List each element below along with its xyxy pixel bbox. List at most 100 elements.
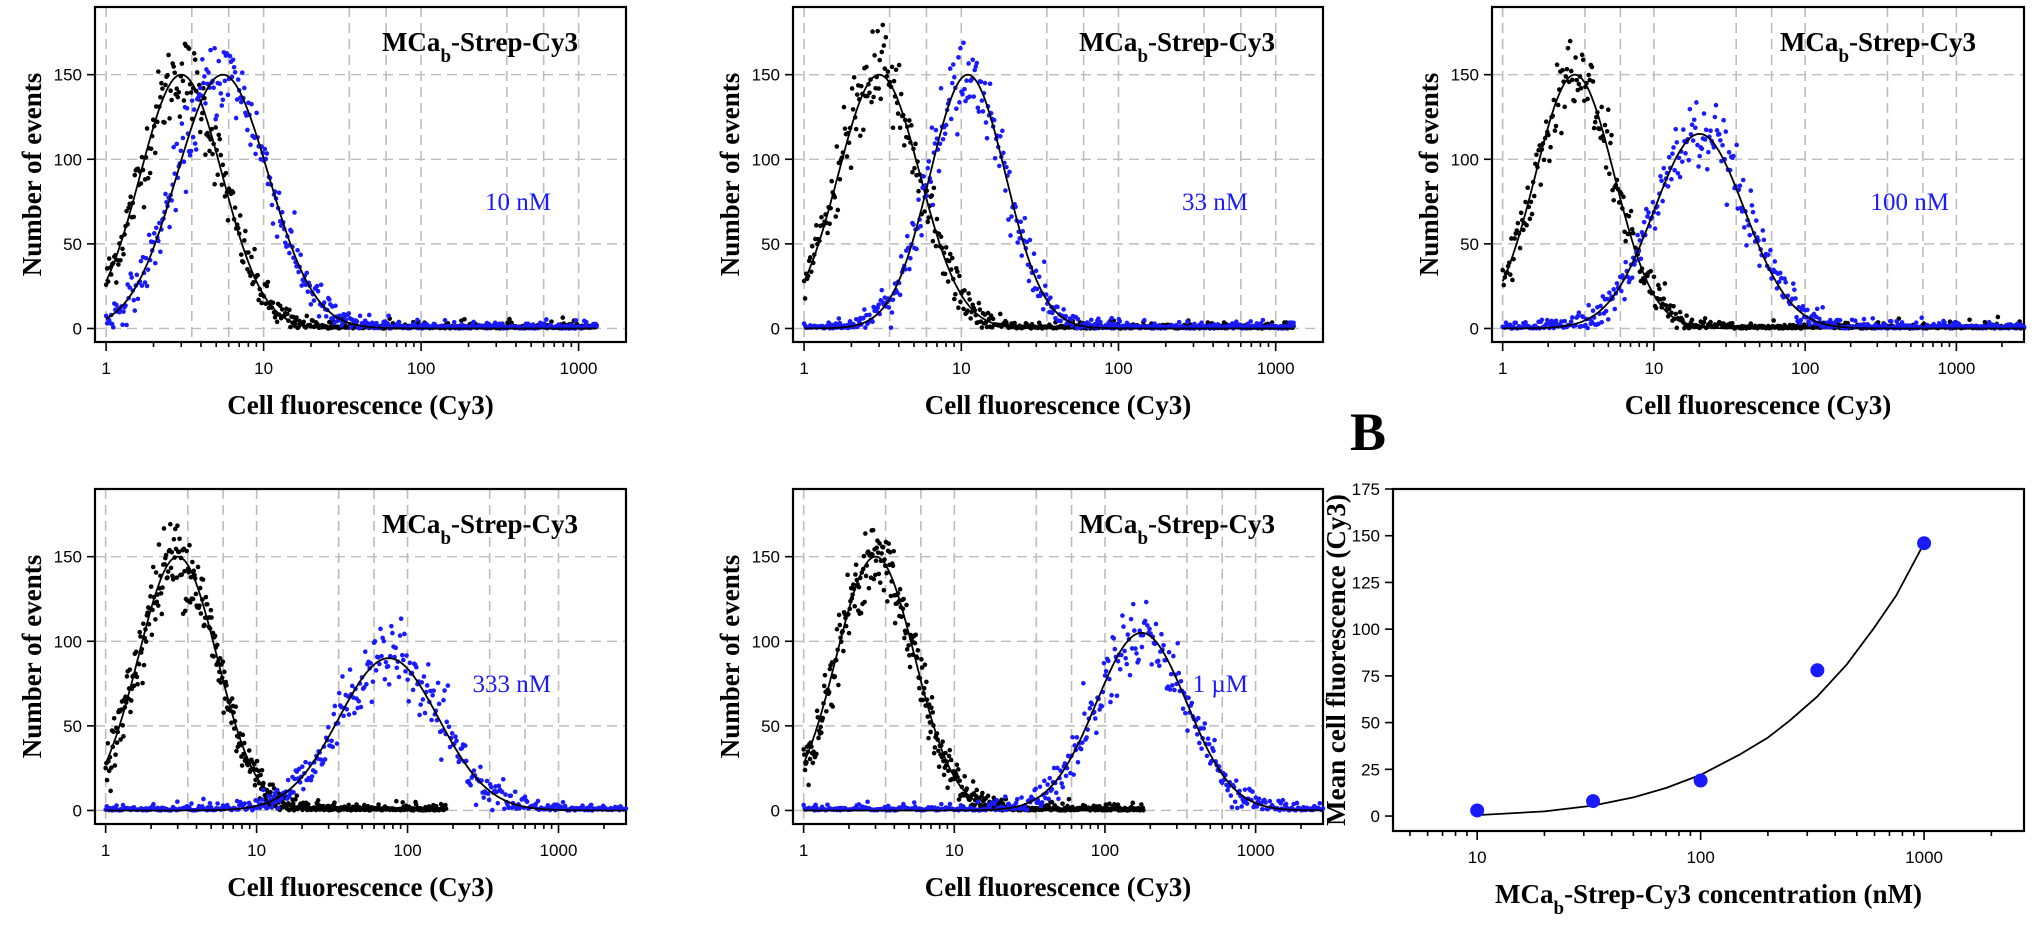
data-point <box>376 802 381 807</box>
data-point <box>911 800 917 805</box>
data-point <box>252 782 258 788</box>
data-point <box>1033 268 1039 274</box>
data-point <box>1757 263 1762 269</box>
data-point <box>814 708 820 714</box>
data-point <box>877 580 883 585</box>
data-point <box>1744 243 1749 248</box>
data-point <box>156 69 161 74</box>
data-point <box>1554 62 1560 68</box>
data-point <box>1761 237 1767 243</box>
data-point <box>930 202 936 208</box>
data-point <box>139 154 145 160</box>
data-point <box>1003 188 1008 193</box>
data-point <box>1603 308 1609 314</box>
data-point <box>922 209 927 214</box>
data-point <box>199 116 204 122</box>
data-point <box>1739 209 1745 214</box>
data-point <box>1673 126 1679 132</box>
data-point <box>1564 66 1570 72</box>
data-point <box>1123 655 1128 661</box>
data-point <box>912 165 917 171</box>
data-point <box>191 107 197 112</box>
data-point <box>929 193 935 198</box>
data-point <box>471 319 476 325</box>
data-point <box>1078 746 1084 752</box>
data-point <box>907 118 912 123</box>
data-point <box>151 801 156 807</box>
data-point <box>145 175 151 181</box>
data-point <box>1130 800 1136 806</box>
data-point <box>243 228 248 234</box>
data-point <box>153 617 158 622</box>
data-point <box>202 74 207 79</box>
data-point <box>1599 104 1605 110</box>
data-point <box>468 782 473 788</box>
data-point <box>825 230 830 236</box>
data-point <box>1623 259 1628 265</box>
data-point <box>1528 199 1534 205</box>
panel-title-sub: b <box>1137 46 1148 67</box>
data-point <box>998 311 1003 317</box>
data-point <box>1060 784 1066 790</box>
plot-frame <box>93 487 628 826</box>
data-point <box>1134 651 1139 656</box>
data-point <box>242 85 247 91</box>
data-point <box>962 86 967 92</box>
panel-title-rest: -Strep-Cy3 <box>1148 27 1275 57</box>
data-point <box>362 649 368 655</box>
data-point <box>1069 323 1075 328</box>
data-point <box>1172 687 1177 693</box>
data-point <box>231 726 237 731</box>
data-point <box>148 594 153 599</box>
data-point <box>991 117 997 123</box>
data-point <box>966 61 971 66</box>
data-point <box>1666 154 1672 160</box>
data-point <box>209 615 214 620</box>
data-point <box>907 266 912 272</box>
data-point <box>1622 296 1627 302</box>
data-point <box>129 275 135 280</box>
data-point <box>446 724 452 730</box>
data-point <box>972 67 978 73</box>
data-point <box>445 683 451 688</box>
data-point <box>1682 325 1687 331</box>
data-point <box>201 796 206 802</box>
data-point <box>1120 613 1125 618</box>
data-point <box>232 205 238 210</box>
data-point <box>151 231 157 236</box>
data-point <box>1793 296 1798 301</box>
data-point <box>871 94 876 100</box>
data-point <box>881 43 887 48</box>
data-point <box>879 287 885 293</box>
data-point <box>1082 711 1087 716</box>
data-point <box>381 638 387 644</box>
data-point <box>295 247 300 253</box>
data-point <box>390 630 395 636</box>
data-point <box>389 623 394 629</box>
data-point <box>304 313 310 319</box>
data-point <box>1074 735 1080 740</box>
data-point <box>292 210 297 215</box>
data-point <box>834 626 840 632</box>
data-point <box>178 148 184 154</box>
data-point <box>394 665 400 671</box>
data-point <box>1653 305 1659 311</box>
fit-curve <box>105 73 597 330</box>
data-point <box>220 162 226 168</box>
data-point <box>1087 705 1093 711</box>
data-point <box>198 129 203 135</box>
data-point <box>946 258 952 264</box>
data-point <box>1690 138 1696 143</box>
data-point <box>121 251 126 257</box>
data-point <box>1638 256 1644 262</box>
data-point <box>159 611 165 617</box>
data-point <box>850 107 856 112</box>
data-point <box>889 64 895 70</box>
data-point <box>1136 657 1141 663</box>
data-point <box>385 321 390 326</box>
data-point <box>1861 316 1867 322</box>
data-point <box>370 320 375 326</box>
data-point <box>158 249 163 255</box>
panel-title-sub: b <box>1838 46 1849 67</box>
